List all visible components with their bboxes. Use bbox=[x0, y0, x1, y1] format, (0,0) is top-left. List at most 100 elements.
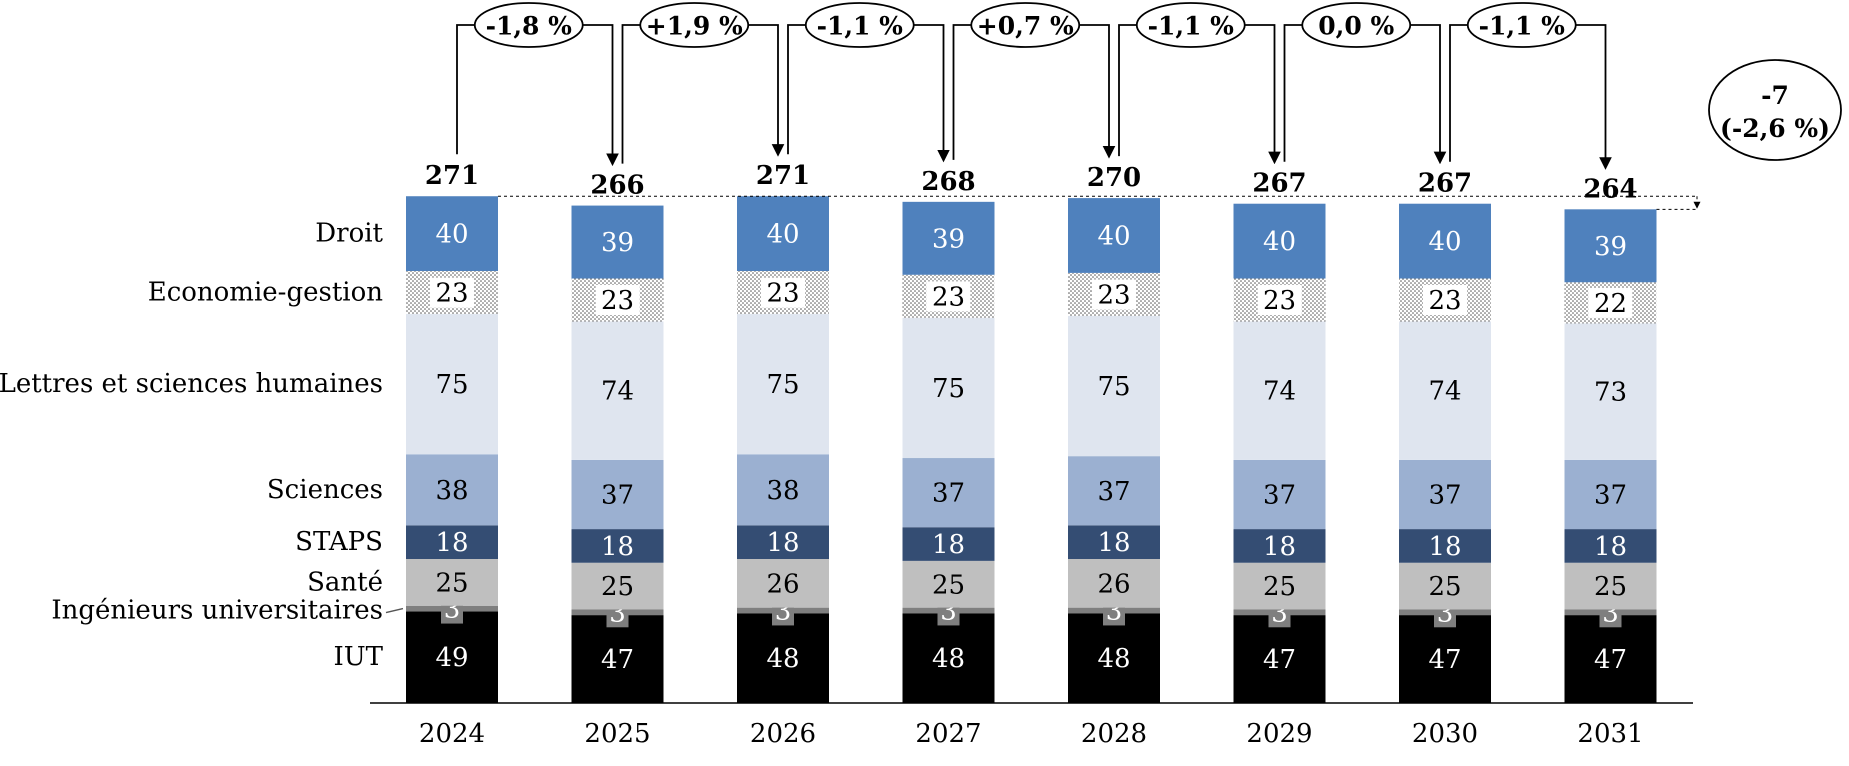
bar-iut-2029 bbox=[1233, 615, 1326, 703]
total-label-2031: 264 bbox=[1583, 174, 1637, 204]
change-label-1: -1,8 % bbox=[486, 12, 573, 41]
bar-droit-2027 bbox=[902, 201, 995, 275]
data-label-staps-2029: 18 bbox=[1263, 532, 1296, 562]
bars: 4932518387523404732518377423394832618387… bbox=[406, 196, 1657, 703]
change-arrow-start-6 bbox=[1283, 24, 1303, 162]
data-label-staps-2028: 18 bbox=[1097, 528, 1130, 558]
data-label-iut-2030: 47 bbox=[1428, 645, 1461, 675]
bar-lettres-et-sciences-humaines-2025 bbox=[571, 321, 664, 460]
total-label-2028: 270 bbox=[1087, 163, 1141, 193]
bar-droit-2031 bbox=[1564, 209, 1657, 283]
year-label-2024: 2024 bbox=[419, 719, 485, 749]
data-label-sciences-2024: 38 bbox=[435, 476, 468, 506]
data-label-sante-2030: 25 bbox=[1428, 572, 1461, 602]
data-label-sante-2029: 25 bbox=[1263, 572, 1296, 602]
data-label-iut-2027: 48 bbox=[932, 644, 965, 674]
data-label-box-economie-gestion-2024 bbox=[430, 277, 474, 308]
bar-iut-2031 bbox=[1564, 615, 1657, 703]
bar-lettres-et-sciences-humaines-2027 bbox=[902, 317, 995, 459]
change-ellipse-2 bbox=[639, 2, 750, 48]
bar-sante-2024 bbox=[406, 559, 498, 606]
category-label-lettres-et-sciences-humaines: Lettres et sciences humaines bbox=[0, 369, 383, 399]
data-label-iut-2031: 47 bbox=[1594, 645, 1627, 675]
year-label-2025: 2025 bbox=[584, 719, 650, 749]
data-label-sante-2024: 25 bbox=[435, 568, 468, 598]
data-label-economie-gestion-2027: 23 bbox=[932, 282, 965, 312]
data-label-sante-2028: 26 bbox=[1097, 569, 1130, 599]
bar-sciences-2025 bbox=[571, 459, 664, 530]
category-label-economie-gestion: Economie-gestion bbox=[148, 278, 384, 308]
bar-droit-2029 bbox=[1233, 203, 1326, 279]
bar-sciences-2031 bbox=[1564, 459, 1657, 530]
change-label-3: -1,1 % bbox=[817, 12, 904, 41]
total-label-2026: 271 bbox=[756, 161, 810, 191]
data-label-economie-gestion-2025: 23 bbox=[601, 286, 634, 316]
bar-sante-2030 bbox=[1399, 562, 1491, 610]
bar-droit-2025 bbox=[571, 205, 664, 279]
leader-line-ingenieurs-universitaires bbox=[385, 607, 404, 614]
total-label-2027: 268 bbox=[921, 167, 975, 197]
data-label-box-economie-gestion-2025 bbox=[595, 285, 640, 316]
total-label-2025: 266 bbox=[590, 171, 644, 201]
data-label-iut-2026: 48 bbox=[766, 644, 799, 674]
bar-droit-2030 bbox=[1399, 203, 1491, 279]
data-label-economie-gestion-2024: 23 bbox=[435, 279, 468, 309]
data-label-droit-2029: 40 bbox=[1263, 227, 1296, 257]
bar-sciences-2030 bbox=[1399, 459, 1491, 530]
data-label-economie-gestion-2026: 23 bbox=[766, 279, 799, 309]
bar-iut-2024 bbox=[406, 611, 498, 703]
data-label-box-economie-gestion-2028 bbox=[1092, 279, 1136, 310]
data-label-box-economie-gestion-2026 bbox=[761, 277, 805, 308]
change-arrow-end-3 bbox=[913, 24, 950, 163]
category-label-staps: STAPS bbox=[295, 527, 383, 557]
bar-iut-2026 bbox=[737, 613, 829, 703]
data-label-sante-2027: 25 bbox=[932, 570, 965, 600]
change-arrow-start-4 bbox=[952, 24, 972, 160]
bar-sante-2028 bbox=[1068, 559, 1160, 608]
data-label-lettres-et-sciences-humaines-2025: 74 bbox=[601, 377, 634, 407]
data-label-economie-gestion-2030: 23 bbox=[1428, 286, 1461, 316]
bar-sante-2025 bbox=[571, 562, 664, 610]
data-label-droit-2028: 40 bbox=[1097, 222, 1130, 252]
data-label-box-economie-gestion-2031 bbox=[1588, 287, 1633, 318]
bar-lettres-et-sciences-humaines-2030 bbox=[1399, 321, 1491, 460]
data-label-staps-2031: 18 bbox=[1594, 532, 1627, 562]
change-arrow-end-5 bbox=[1244, 24, 1281, 165]
bar-sciences-2028 bbox=[1068, 456, 1160, 526]
bar-staps-2029 bbox=[1233, 529, 1326, 563]
data-label-economie-gestion-2031: 22 bbox=[1594, 289, 1627, 319]
data-label-droit-2030: 40 bbox=[1428, 227, 1461, 257]
total-label-2024: 271 bbox=[425, 161, 479, 191]
bar-iut-2027 bbox=[902, 613, 995, 703]
data-label-staps-2024: 18 bbox=[435, 528, 468, 558]
change-arrow-start-7 bbox=[1449, 24, 1468, 162]
total-label-2029: 267 bbox=[1252, 169, 1306, 199]
data-label-droit-2026: 40 bbox=[766, 220, 799, 250]
change-arrow-end-1 bbox=[582, 24, 619, 167]
data-label-droit-2027: 39 bbox=[932, 224, 965, 254]
change-arrow-end-6 bbox=[1410, 24, 1447, 165]
bar-lettres-et-sciences-humaines-2031 bbox=[1564, 323, 1657, 460]
overall-change-absolute: -7 bbox=[1761, 81, 1789, 110]
change-ellipse-7 bbox=[1466, 2, 1577, 48]
change-label-5: -1,1 % bbox=[1148, 12, 1235, 41]
data-label-economie-gestion-2028: 23 bbox=[1097, 280, 1130, 310]
change-arrow-end-7 bbox=[1575, 24, 1612, 170]
data-label-sante-2026: 26 bbox=[766, 569, 799, 599]
bar-staps-2031 bbox=[1564, 529, 1657, 563]
bar-sante-2029 bbox=[1233, 562, 1326, 610]
data-label-sciences-2025: 37 bbox=[601, 480, 634, 510]
data-label-box-economie-gestion-2030 bbox=[1423, 285, 1467, 316]
data-label-staps-2027: 18 bbox=[932, 530, 965, 560]
change-arrow-start-1 bbox=[456, 24, 475, 155]
bar-sciences-2024 bbox=[406, 454, 498, 526]
bar-droit-2026 bbox=[737, 196, 829, 272]
bar-sciences-2027 bbox=[902, 458, 995, 528]
data-label-sciences-2026: 38 bbox=[766, 476, 799, 506]
change-label-2: +1,9 % bbox=[646, 12, 743, 41]
data-label-sciences-2029: 37 bbox=[1263, 480, 1296, 510]
data-label-iut-2024: 49 bbox=[435, 643, 468, 673]
bar-lettres-et-sciences-humaines-2024 bbox=[406, 314, 498, 455]
category-label-ingenieurs-universitaires: Ingénieurs universitaires bbox=[51, 596, 383, 626]
